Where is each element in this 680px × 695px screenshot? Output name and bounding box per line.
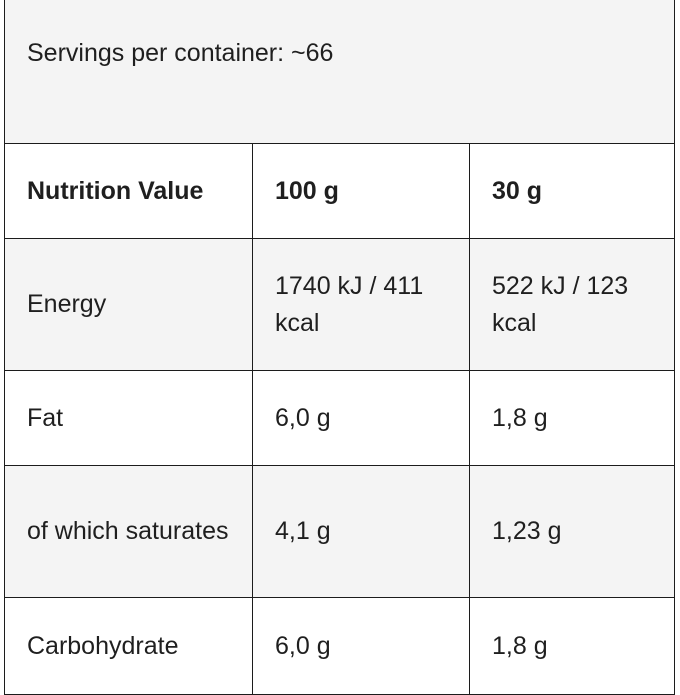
header-nutrition-value: Nutrition Value: [4, 143, 253, 239]
row-value-100g: 1740 kJ / 411 kcal: [252, 238, 470, 371]
header-per-30g: 30 g: [468, 143, 676, 239]
row-label: Carbohydrate: [4, 597, 253, 695]
servings-row: Servings per container: ~66: [3, 0, 676, 144]
header-per-100g: 100 g: [252, 143, 470, 239]
row-label: of which saturates: [4, 465, 253, 598]
row-value-100g: 4,1 g: [252, 465, 470, 598]
table-header-row: Nutrition Value 100 g 30 g: [4, 143, 676, 239]
table-row-carbohydrate: Carbohydrate 6,0 g 1,8 g: [4, 597, 676, 695]
row-value-100g: 6,0 g: [252, 597, 470, 695]
row-label: Energy: [4, 238, 253, 371]
row-label: Fat: [4, 370, 253, 466]
row-value-100g: 6,0 g: [252, 370, 470, 466]
servings-text: Servings per container: ~66: [27, 39, 334, 67]
nutrition-table: Servings per container: ~66 Nutrition Va…: [3, 0, 676, 695]
servings-cell: Servings per container: ~66: [3, 0, 676, 144]
row-value-30g: 1,8 g: [468, 370, 676, 466]
row-value-30g: 522 kJ / 123 kcal: [468, 238, 676, 371]
row-value-30g: 1,23 g: [468, 465, 676, 598]
table-row-energy: Energy 1740 kJ / 411 kcal 522 kJ / 123 k…: [4, 238, 676, 371]
table-row-fat: Fat 6,0 g 1,8 g: [4, 370, 676, 466]
nutrition-table-frame: Servings per container: ~66 Nutrition Va…: [3, 0, 676, 695]
table-row-saturates: of which saturates 4,1 g 1,23 g: [4, 465, 676, 598]
